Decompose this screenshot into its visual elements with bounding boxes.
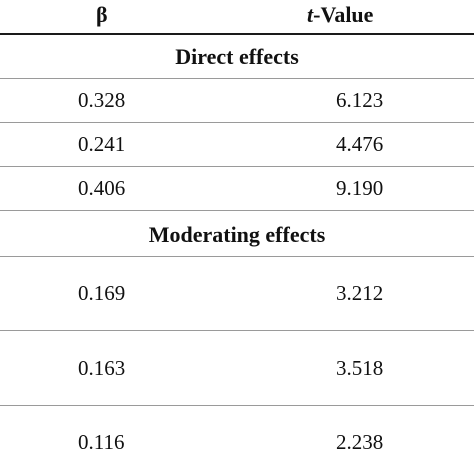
t-value-cell: 3.518 xyxy=(336,356,384,380)
column-header-t-value: t-Value xyxy=(307,4,373,26)
t-value-cell: 3.212 xyxy=(336,281,384,305)
t-value-suffix: -Value xyxy=(313,2,374,27)
t-value-cell: 2.238 xyxy=(336,430,384,454)
divider xyxy=(0,78,474,79)
section-title-moderating-effects: Moderating effects xyxy=(148,222,326,247)
divider xyxy=(0,166,474,167)
beta-cell: 0.406 xyxy=(78,176,126,200)
header-rule xyxy=(0,33,474,35)
beta-cell: 0.163 xyxy=(78,356,126,380)
divider xyxy=(0,330,474,331)
t-symbol: t xyxy=(307,2,314,27)
divider xyxy=(0,256,474,257)
beta-cell: 0.328 xyxy=(78,88,126,112)
divider xyxy=(0,122,474,123)
beta-cell: 0.169 xyxy=(78,281,126,305)
divider xyxy=(0,405,474,406)
column-header-beta: β xyxy=(96,2,108,27)
t-value-cell: 6.123 xyxy=(336,88,384,112)
divider xyxy=(0,210,474,211)
t-value-cell: 4.476 xyxy=(336,132,384,156)
section-title-direct-effects: Direct effects xyxy=(175,44,299,69)
beta-cell: 0.241 xyxy=(78,132,126,156)
t-value-cell: 9.190 xyxy=(336,176,384,200)
beta-cell: 0.116 xyxy=(78,430,125,454)
